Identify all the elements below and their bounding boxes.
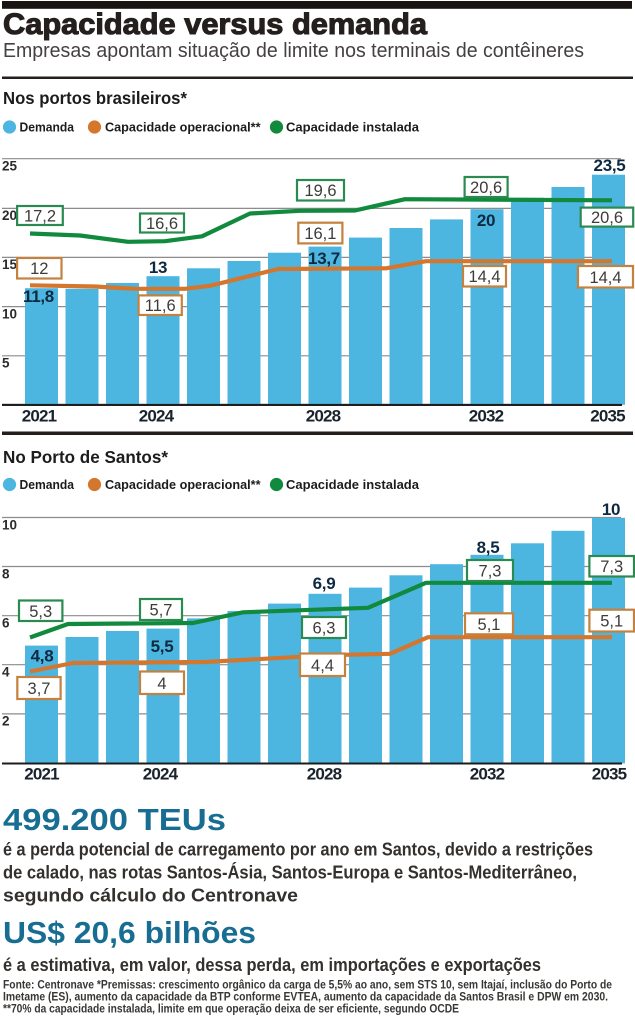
svg-text:15: 15 [2,257,18,272]
svg-text:16,6: 16,6 [146,215,178,233]
svg-text:6: 6 [2,616,10,631]
svg-text:2028: 2028 [307,765,342,784]
svg-text:2021: 2021 [22,407,57,426]
svg-text:2: 2 [2,714,10,729]
svg-text:5,3: 5,3 [29,603,52,621]
svg-text:14,4: 14,4 [468,268,500,286]
svg-text:20,6: 20,6 [470,179,502,197]
svg-text:6,9: 6,9 [313,574,336,593]
svg-text:Demanda: Demanda [20,120,75,135]
svg-text:12: 12 [30,260,48,278]
svg-text:20,6: 20,6 [591,209,623,227]
svg-text:Empresas apontam situação de l: Empresas apontam situação de limite nos … [3,40,584,62]
svg-text:Capacidade operacional**: Capacidade operacional** [105,120,261,135]
svg-text:2021: 2021 [24,765,59,784]
svg-text:Capacidade versus demanda: Capacidade versus demanda [3,8,427,41]
svg-text:Demanda: Demanda [20,477,75,492]
svg-text:10: 10 [2,517,17,532]
svg-text:Capacidade instalada: Capacidade instalada [286,120,420,135]
svg-text:Capacidade operacional**: Capacidade operacional** [105,477,261,492]
svg-text:7,3: 7,3 [600,558,623,576]
svg-text:2028: 2028 [306,407,341,426]
svg-text:é a perda potencial de carrega: é a perda potencial de carregamento por … [3,839,593,860]
svg-text:8,5: 8,5 [477,538,500,557]
svg-text:20: 20 [477,211,495,230]
svg-text:2032: 2032 [469,407,504,426]
svg-text:de calado, nas rotas Santos-Ás: de calado, nas rotas Santos-Ásia, Santos… [3,862,577,883]
svg-text:Fonte: Centronave *Premissas:: Fonte: Centronave *Premissas: cresciment… [3,979,612,991]
svg-text:16,1: 16,1 [304,225,336,243]
svg-text:5,1: 5,1 [478,616,501,634]
svg-text:2032: 2032 [470,765,505,784]
svg-text:**70% da capacidade instalada,: **70% da capacidade instalada, limite em… [3,1003,459,1015]
svg-text:10: 10 [2,306,17,321]
svg-text:3,7: 3,7 [28,680,51,698]
svg-text:11,6: 11,6 [145,297,176,315]
svg-text:13: 13 [149,258,167,277]
svg-text:6,3: 6,3 [313,620,336,638]
svg-text:US$ 20,6 bilhões: US$ 20,6 bilhões [3,915,256,950]
svg-text:4: 4 [2,665,10,680]
svg-text:5,1: 5,1 [600,613,623,631]
svg-text:20: 20 [2,208,17,223]
svg-text:2024: 2024 [143,765,179,784]
svg-text:segundo cálculo do Centronave: segundo cálculo do Centronave [3,885,298,906]
svg-text:No Porto de Santos*: No Porto de Santos* [3,447,168,467]
svg-text:7,3: 7,3 [479,563,502,581]
svg-text:5,5: 5,5 [151,637,174,656]
svg-text:2024: 2024 [139,407,175,426]
svg-text:é a estimativa, em valor, dess: é a estimativa, em valor, dessa perda, e… [3,954,541,975]
svg-text:8: 8 [2,566,10,581]
svg-text:14,4: 14,4 [589,269,621,287]
svg-text:4: 4 [157,675,166,693]
svg-text:4,8: 4,8 [31,647,54,666]
svg-text:2035: 2035 [592,765,627,784]
svg-text:17,2: 17,2 [24,208,56,226]
svg-text:Capacidade instalada: Capacidade instalada [286,477,420,492]
svg-text:11,8: 11,8 [23,287,54,306]
svg-text:5: 5 [2,356,10,371]
svg-text:13,7: 13,7 [308,249,340,268]
svg-text:4,4: 4,4 [311,657,334,675]
svg-text:5,7: 5,7 [150,602,173,620]
svg-text:Nos portos brasileiros*: Nos portos brasileiros* [3,88,187,108]
svg-text:19,6: 19,6 [304,182,336,200]
svg-text:23,5: 23,5 [594,156,626,175]
svg-text:25: 25 [2,159,18,174]
svg-text:2035: 2035 [590,407,625,426]
svg-text:Imetame (ES), aumento da capac: Imetame (ES), aumento da capacidade da B… [3,991,608,1003]
svg-text:10: 10 [602,500,620,519]
svg-text:499.200 TEUs: 499.200 TEUs [3,802,226,837]
